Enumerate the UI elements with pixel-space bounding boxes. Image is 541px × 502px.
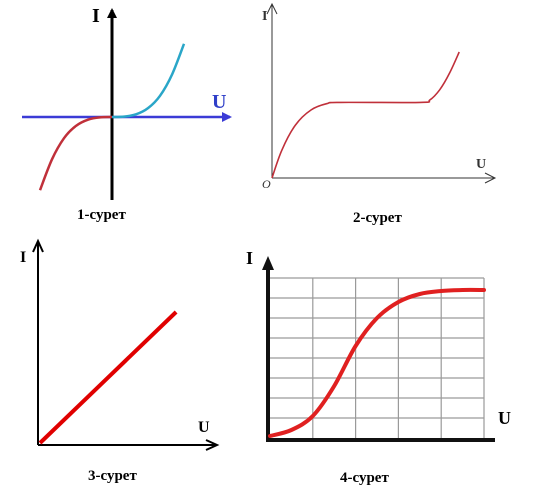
- panel-4-series: [268, 287, 486, 438]
- panel-3-y-arrow: [32, 238, 44, 253]
- panel-4: I U 4-сурет: [246, 248, 511, 486]
- panel-2-caption: 2-сурет: [353, 210, 402, 226]
- panel-2: I U O 2-сурет: [262, 2, 497, 226]
- panel-2-series: [271, 51, 460, 179]
- panel-2-y-arrow: [266, 2, 278, 15]
- panel-4-y-arrow: [262, 256, 274, 270]
- panel-2-origin-label: O: [262, 177, 271, 191]
- panel-1-caption: 1-сурет: [77, 207, 126, 223]
- panel-4-caption: 4-сурет: [340, 470, 389, 486]
- panel-4-ylabel: I: [246, 248, 253, 268]
- panel-2-ylabel: I: [262, 9, 267, 24]
- panel-2-x-arrow: [484, 172, 497, 184]
- panel-3-xlabel: U: [198, 419, 210, 436]
- panel-3-ylabel: I: [20, 249, 26, 266]
- panel-3: I U 3-сурет: [20, 238, 220, 484]
- panel-4-grid: [270, 277, 485, 438]
- panel-1-series-positive: [111, 43, 186, 119]
- panel-3-series: [38, 310, 178, 445]
- panel-1-ylabel: I: [92, 5, 100, 27]
- panel-3-x-arrow: [205, 439, 220, 451]
- panel-4-xlabel: U: [498, 408, 511, 428]
- panel-3-caption: 3-сурет: [88, 468, 137, 484]
- panel-1: I U 1-сурет: [22, 5, 232, 223]
- panel-1-series-negative: [38, 115, 113, 191]
- panel-2-xlabel: U: [476, 157, 486, 172]
- panel-1-xlabel: U: [212, 91, 226, 113]
